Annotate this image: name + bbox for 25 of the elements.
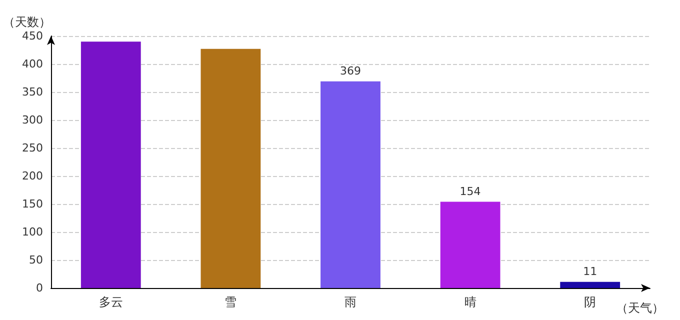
y-tick-label: 150 xyxy=(22,198,43,210)
data-label: 369 xyxy=(340,64,361,78)
bar xyxy=(560,282,620,288)
y-tick-label: 200 xyxy=(22,170,43,182)
y-tick-label: 450 xyxy=(22,30,43,42)
data-label: 11 xyxy=(583,264,598,278)
x-tick-label: 多云 xyxy=(98,295,123,309)
bar xyxy=(80,42,141,288)
data-label: 154 xyxy=(460,184,481,198)
y-tick-label: 250 xyxy=(22,142,43,154)
bar xyxy=(200,48,261,288)
y-tick-label: 0 xyxy=(36,282,43,294)
y-tick-label: 400 xyxy=(22,58,43,70)
y-tick-label: 300 xyxy=(22,114,43,126)
y-axis-title: （天数） xyxy=(3,15,51,29)
bar xyxy=(320,81,380,288)
x-tick-label: 雨 xyxy=(344,295,356,309)
bar xyxy=(440,202,500,288)
x-tick-label: 阴 xyxy=(584,295,596,309)
y-tick-label: 350 xyxy=(22,86,43,98)
x-tick-label: 雪 xyxy=(224,295,237,309)
x-axis-title: （天气） xyxy=(616,301,664,315)
x-tick-label: 晴 xyxy=(464,295,476,309)
y-tick-label: 50 xyxy=(29,254,43,266)
y-tick-label: 100 xyxy=(22,226,43,238)
